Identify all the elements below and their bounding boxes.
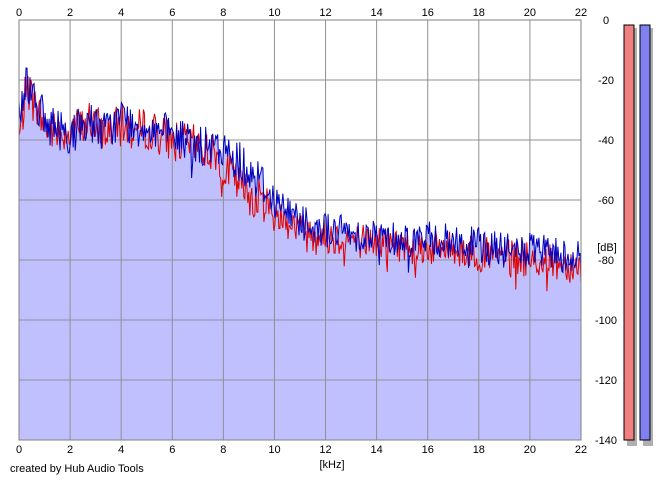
x-tick-label: 16 (422, 444, 434, 456)
y-tick-label: -40 (598, 135, 614, 147)
plot-frame (18, 19, 582, 441)
x-tick-labels-bottom: 0 2 4 6 8 10 12 14 16 18 20 22 (16, 444, 587, 456)
y-axis-label: [dB] (597, 242, 617, 254)
y-tick-label: 0 (603, 15, 609, 27)
x-tick-label: 4 (118, 444, 124, 456)
y-tick-label: -100 (595, 315, 617, 327)
x-tick-label: 14 (371, 7, 383, 19)
y-tick-label: -20 (598, 75, 614, 87)
x-tick-label: 2 (67, 7, 73, 19)
credit-text: created by Hub Audio Tools (10, 463, 144, 475)
y-tick-label: -60 (598, 195, 614, 207)
x-tick-label: 20 (524, 7, 536, 19)
x-tick-label: 2 (67, 444, 73, 456)
x-tick-label: 22 (575, 7, 587, 19)
y-tick-label: -120 (595, 375, 617, 387)
x-tick-label: 6 (169, 444, 175, 456)
x-tick-label: 16 (422, 7, 434, 19)
x-tick-label: 0 (16, 444, 22, 456)
x-tick-label: 6 (169, 7, 175, 19)
x-tick-label: 22 (575, 444, 587, 456)
level-meter-left (623, 24, 635, 441)
y-tick-label: -140 (595, 435, 617, 447)
x-tick-label: 14 (371, 444, 383, 456)
y-tick-labels: 0 -20 -40 -60 -80 -100 -120 -140 (595, 15, 617, 447)
x-tick-label: 10 (268, 444, 280, 456)
x-tick-label: 8 (220, 7, 226, 19)
x-tick-label: 18 (473, 7, 485, 19)
spectrum-fill-area (19, 68, 581, 440)
x-tick-label: 20 (524, 444, 536, 456)
x-tick-label: 10 (268, 7, 280, 19)
y-tick-label: -80 (598, 255, 614, 267)
series-line-blue (18, 67, 582, 274)
x-tick-label: 4 (118, 7, 124, 19)
x-tick-label: 8 (220, 444, 226, 456)
x-tick-labels-top: 0 2 4 6 8 10 12 14 16 18 20 22 (16, 7, 587, 19)
x-tick-label: 0 (16, 7, 22, 19)
x-axis-label: [kHz] (319, 459, 344, 471)
level-meter-right (639, 24, 651, 441)
x-tick-label: 18 (473, 444, 485, 456)
level-meters (623, 24, 653, 446)
x-tick-label: 12 (319, 7, 331, 19)
x-tick-label: 12 (319, 444, 331, 456)
spectrum-fill (19, 68, 581, 440)
series-lines (18, 67, 582, 292)
